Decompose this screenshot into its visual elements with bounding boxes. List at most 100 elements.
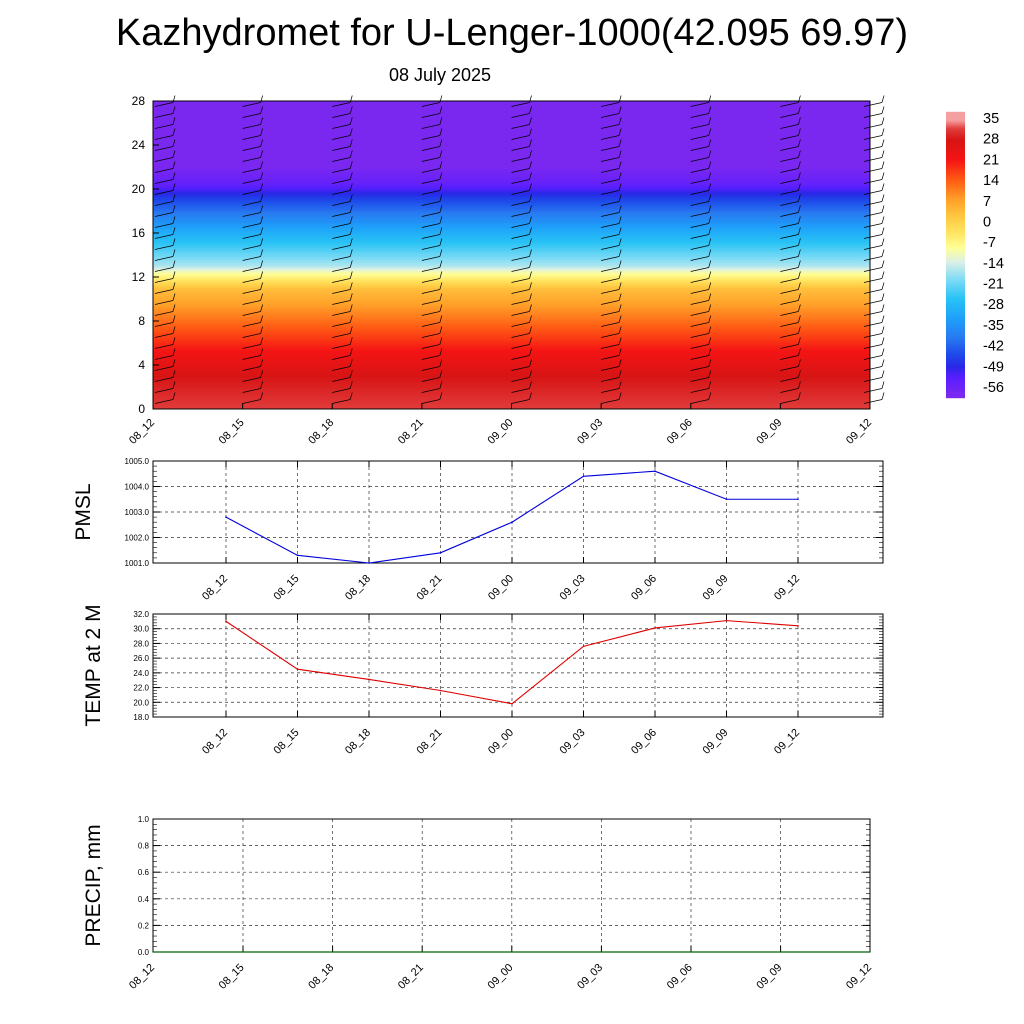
wind-barb-flag (260, 326, 263, 334)
wind-barb (690, 223, 709, 228)
colorbar-band (946, 294, 965, 297)
colorbar-band (946, 346, 965, 349)
wind-barb-flag (172, 238, 176, 246)
colorbar-band (946, 143, 965, 146)
heatmap-band (153, 122, 870, 125)
wind-barb-flag (618, 359, 622, 367)
wind-barb-flag (529, 161, 532, 169)
wind-barb (421, 146, 440, 151)
wind-barb-flag (439, 183, 443, 191)
heatmap-band (153, 322, 870, 325)
colorbar-band (946, 253, 965, 256)
colorbar-band (946, 309, 965, 311)
heatmap-band (153, 351, 870, 354)
heatmap-band (153, 126, 870, 130)
colorbar-band (946, 217, 965, 220)
colorbar-band (946, 144, 965, 147)
colorbar-band (946, 233, 965, 236)
y-tick-label: 28.0 (133, 639, 149, 648)
wind-barb-flag (881, 117, 885, 125)
heatmap-band (153, 203, 870, 207)
wind-barb-flag (708, 337, 712, 345)
wind-barb-flag (708, 161, 712, 169)
wind-barb (601, 157, 620, 162)
wind-barb (332, 179, 351, 184)
heatmap-band (153, 360, 870, 364)
wind-barb-flag (798, 183, 801, 191)
wind-barb (242, 366, 261, 371)
heatmap-band (153, 370, 870, 373)
y-tick-label: 1.0 (138, 815, 150, 824)
wind-barb (421, 333, 440, 338)
heatmap-band (153, 185, 870, 188)
wind-barb-flag (529, 216, 532, 224)
colorbar-band (946, 312, 965, 314)
wind-barb (863, 179, 883, 184)
colorbar-band (946, 394, 965, 397)
wind-barb (421, 355, 440, 360)
colorbar-band (946, 382, 965, 384)
colorbar-band (946, 200, 965, 203)
y-tick-label: 24 (132, 138, 146, 152)
heatmap-band (153, 240, 870, 243)
wind-barb-flag (349, 172, 353, 180)
y-tick-label: 1002.0 (125, 534, 150, 543)
heatmap-band (153, 196, 870, 199)
wind-barb-flag (881, 216, 885, 224)
colorbar-band (946, 199, 965, 201)
wind-barb-flag (881, 370, 885, 378)
wind-barb-flag (172, 304, 176, 312)
colorbar-band (946, 357, 965, 360)
wind-barb-flag (798, 194, 801, 202)
wind-barb (511, 201, 530, 206)
wind-barb (242, 289, 261, 294)
heatmap-band (153, 273, 870, 276)
y-tick-label: 18.0 (133, 713, 149, 722)
colorbar-band (946, 317, 965, 320)
wind-barb (242, 201, 261, 206)
wind-barb (332, 388, 351, 393)
wind-barb (780, 366, 799, 371)
wind-barb (332, 190, 351, 195)
wind-barb-flag (172, 106, 176, 114)
heatmap-band (153, 133, 870, 136)
heatmap-band (153, 140, 870, 143)
wind-barb-flag (798, 326, 801, 334)
colorbar-band (946, 210, 965, 213)
wind-barb (863, 212, 883, 217)
colorbar-band (946, 329, 965, 331)
wind-barb (863, 344, 883, 349)
y-tick-label: 4 (138, 358, 145, 372)
wind-barb (601, 311, 620, 316)
colorbar-band (946, 369, 965, 372)
wind-barb-flag (172, 161, 176, 169)
wind-barb (780, 168, 799, 173)
wind-barb-flag (439, 205, 443, 213)
heatmap-band (153, 373, 870, 376)
wind-barb (421, 344, 440, 349)
wind-barb (421, 322, 440, 327)
heatmap-band (153, 117, 870, 120)
colorbar-label: -7 (983, 235, 996, 251)
heatmap-band (153, 213, 870, 216)
wind-barb (242, 113, 261, 118)
wind-barb (863, 245, 883, 250)
wind-barb (332, 135, 351, 140)
wind-barb (511, 344, 530, 349)
x-tick-label: 08_15 (272, 727, 302, 757)
colorbar-band (946, 221, 965, 224)
wind-barb-flag (439, 117, 443, 125)
heatmap-band (153, 248, 870, 251)
colorbar-band (946, 201, 965, 204)
colorbar-band (946, 337, 965, 340)
wind-barb (154, 234, 174, 239)
heatmap-band (153, 143, 870, 146)
wind-barb-flag (881, 183, 885, 191)
wind-barb-flag (529, 106, 532, 114)
wind-barb (863, 113, 883, 118)
wind-barb (601, 256, 620, 261)
colorbar-band (946, 314, 965, 317)
wind-barb-flag (439, 359, 443, 367)
heatmap-band (153, 247, 870, 250)
colorbar-band (946, 111, 965, 114)
